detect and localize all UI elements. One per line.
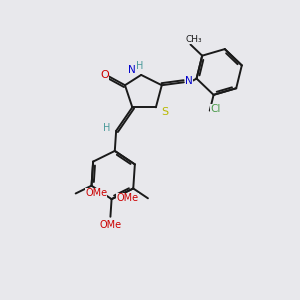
Text: OMe: OMe: [85, 188, 107, 199]
Text: H: H: [103, 123, 110, 133]
Text: Cl: Cl: [211, 104, 221, 114]
Text: S: S: [161, 107, 168, 117]
Text: N: N: [185, 76, 193, 86]
Text: OMe: OMe: [99, 220, 122, 230]
Text: H: H: [136, 61, 143, 71]
Text: N: N: [128, 65, 136, 76]
Text: O: O: [100, 70, 109, 80]
Text: OMe: OMe: [116, 193, 139, 203]
Text: CH₃: CH₃: [185, 35, 202, 44]
